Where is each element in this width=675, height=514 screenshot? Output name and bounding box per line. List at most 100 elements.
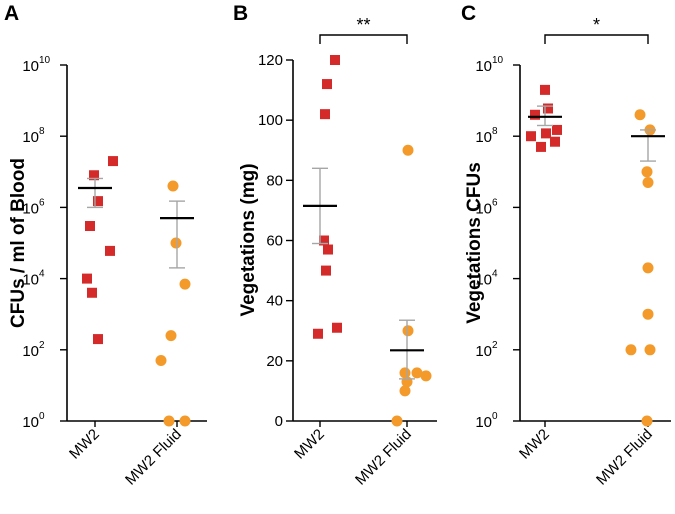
- x-tick-label: MW2: [516, 426, 553, 463]
- y-tick-label: 10: [22, 343, 39, 360]
- data-point-mw2-fluid: [402, 144, 414, 156]
- y-tick-label: 10: [475, 272, 492, 289]
- data-point-mw2: [108, 156, 118, 167]
- x-tick-label: MW2 Fluid: [122, 426, 185, 489]
- data-point-mw2: [541, 128, 551, 139]
- data-marks: [303, 55, 432, 427]
- x-tick-label: MW2 Fluid: [593, 426, 656, 489]
- data-point-mw2-fluid: [165, 330, 177, 342]
- y-tick-label: 0: [275, 413, 283, 430]
- y-tick-exponent: 6: [39, 197, 45, 208]
- y-tick-label: 100: [258, 112, 283, 129]
- significance-label: **: [356, 15, 370, 35]
- data-point-mw2: [89, 170, 99, 181]
- data-point-mw2: [82, 273, 92, 284]
- y-tick-label: 40: [266, 293, 283, 310]
- y-axis-title: Vegetations (mg): [238, 163, 259, 316]
- data-point-mw2: [330, 55, 340, 65]
- y-axis-title: CFUs / ml of Blood: [8, 158, 29, 328]
- y-tick-exponent: 10: [39, 55, 51, 66]
- y-tick-exponent: 4: [492, 269, 498, 280]
- y-tick-label: 60: [266, 233, 283, 250]
- data-point-mw2: [323, 244, 333, 255]
- y-tick-label: 10: [22, 58, 39, 75]
- y-tick-exponent: 0: [39, 411, 45, 422]
- data-point-mw2: [550, 136, 560, 147]
- data-point-mw2-fluid: [170, 237, 182, 249]
- data-point-mw2-fluid: [399, 367, 411, 379]
- y-tick-exponent: 8: [492, 126, 498, 137]
- y-tick-label: 10: [22, 200, 39, 217]
- data-point-mw2-fluid: [167, 180, 179, 192]
- data-point-mw2-fluid: [644, 344, 656, 356]
- significance-bracket: [319, 34, 408, 44]
- data-point-mw2: [320, 109, 330, 120]
- data-point-mw2-fluid: [641, 166, 653, 178]
- y-tick-exponent: 2: [492, 340, 498, 351]
- data-point-mw2: [93, 334, 103, 345]
- data-point-mw2: [87, 287, 97, 298]
- data-point-mw2: [319, 235, 329, 246]
- data-point-mw2: [543, 103, 553, 114]
- x-tick-label: MW2 Fluid: [352, 426, 415, 489]
- data-point-mw2-fluid: [155, 355, 167, 367]
- data-point-mw2: [105, 245, 115, 256]
- y-tick-label: 10: [475, 200, 492, 217]
- data-marks: [526, 84, 665, 427]
- panel-b: B Vegetations (mg) 0 20 40 60 80 100 120 MW2 MW2…: [233, 2, 437, 489]
- y-tick-label: 10: [22, 414, 39, 431]
- data-point-mw2: [313, 328, 323, 339]
- y-axis-title: Vegetations CFUs: [464, 162, 485, 324]
- y-tick-exponent: 8: [39, 126, 45, 137]
- data-point-mw2: [552, 124, 562, 135]
- y-tick-exponent: 4: [39, 269, 45, 280]
- y-tick-label: 10: [475, 58, 492, 75]
- data-point-mw2-fluid: [163, 415, 175, 427]
- data-point-mw2: [540, 84, 550, 95]
- axes: 0 20 40 60 80 100 120 MW2 MW2 Fluid **: [258, 15, 437, 489]
- panel-letter-b: B: [233, 2, 248, 25]
- y-tick-label: 80: [266, 172, 283, 189]
- data-point-mw2-fluid: [411, 367, 423, 379]
- data-point-mw2: [321, 265, 331, 276]
- y-tick-label: 10: [475, 129, 492, 146]
- data-point-mw2-fluid: [634, 109, 646, 121]
- data-point-mw2-fluid: [625, 344, 637, 356]
- data-point-mw2-fluid: [642, 177, 654, 189]
- y-tick-exponent: 0: [492, 411, 498, 422]
- x-tick-label: MW2: [291, 426, 328, 463]
- data-point-mw2-fluid: [179, 415, 191, 427]
- y-tick-label: 10: [475, 414, 492, 431]
- panel-letter-a: A: [4, 2, 19, 25]
- data-marks: [78, 156, 194, 427]
- significance-bracket: [544, 34, 649, 44]
- data-point-mw2: [536, 141, 546, 152]
- data-point-mw2: [332, 322, 342, 333]
- y-tick-exponent: 6: [492, 197, 498, 208]
- data-point-mw2: [85, 221, 95, 232]
- data-point-mw2-fluid: [402, 325, 414, 337]
- panel-letter-c: C: [461, 2, 476, 25]
- x-tick-label: MW2: [66, 426, 103, 463]
- data-point-mw2: [530, 109, 540, 120]
- y-tick-exponent: 10: [492, 55, 504, 66]
- data-point-mw2-fluid: [641, 415, 653, 427]
- data-point-mw2-fluid: [399, 385, 411, 397]
- data-point-mw2-fluid: [642, 308, 654, 320]
- y-tick-label: 10: [475, 343, 492, 360]
- y-tick-exponent: 2: [39, 340, 45, 351]
- y-tick-label: 20: [266, 353, 283, 370]
- data-point-mw2-fluid: [642, 262, 654, 274]
- data-point-mw2-fluid: [420, 370, 432, 382]
- data-point-mw2: [93, 196, 103, 207]
- data-point-mw2: [526, 131, 536, 142]
- y-tick-label: 120: [258, 52, 283, 69]
- data-point-mw2-fluid: [179, 278, 191, 290]
- y-tick-label: 10: [22, 129, 39, 146]
- data-point-mw2-fluid: [391, 415, 403, 427]
